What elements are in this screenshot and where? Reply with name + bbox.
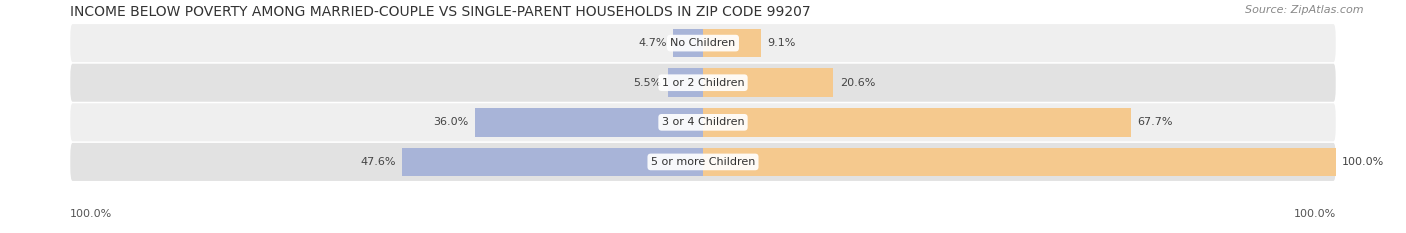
FancyBboxPatch shape — [70, 64, 1336, 102]
Bar — [475, 108, 703, 137]
Text: 20.6%: 20.6% — [839, 78, 875, 88]
Bar — [703, 69, 834, 97]
Text: 9.1%: 9.1% — [766, 38, 796, 48]
FancyBboxPatch shape — [70, 103, 1336, 141]
Text: 3 or 4 Children: 3 or 4 Children — [662, 117, 744, 127]
Bar — [703, 108, 1132, 137]
Bar — [703, 29, 761, 57]
Text: 5 or more Children: 5 or more Children — [651, 157, 755, 167]
Text: 5.5%: 5.5% — [634, 78, 662, 88]
Text: Source: ZipAtlas.com: Source: ZipAtlas.com — [1246, 5, 1364, 15]
Bar — [402, 148, 703, 176]
Text: 47.6%: 47.6% — [360, 157, 395, 167]
Text: 100.0%: 100.0% — [1294, 209, 1336, 219]
Text: No Children: No Children — [671, 38, 735, 48]
Bar — [668, 69, 703, 97]
Bar — [673, 29, 703, 57]
Text: 4.7%: 4.7% — [638, 38, 666, 48]
FancyBboxPatch shape — [70, 24, 1336, 62]
Text: 67.7%: 67.7% — [1137, 117, 1173, 127]
Text: INCOME BELOW POVERTY AMONG MARRIED-COUPLE VS SINGLE-PARENT HOUSEHOLDS IN ZIP COD: INCOME BELOW POVERTY AMONG MARRIED-COUPL… — [70, 5, 811, 19]
Text: 100.0%: 100.0% — [70, 209, 112, 219]
Text: 36.0%: 36.0% — [433, 117, 468, 127]
Text: 1 or 2 Children: 1 or 2 Children — [662, 78, 744, 88]
FancyBboxPatch shape — [70, 143, 1336, 181]
Bar — [703, 148, 1336, 176]
Text: 100.0%: 100.0% — [1343, 157, 1385, 167]
